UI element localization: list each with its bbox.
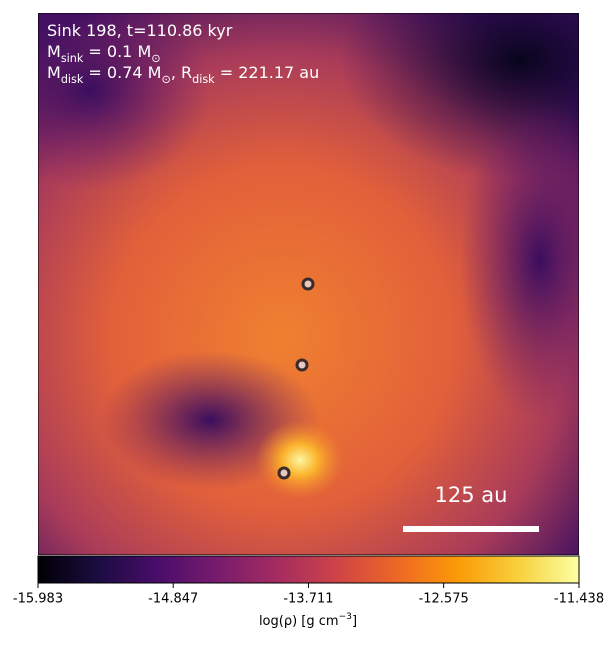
scale-label: 125 au (435, 483, 508, 507)
text-part: M (47, 63, 61, 82)
text-part: ⊙ (161, 73, 170, 86)
colorbar-tick-label: -11.438 (554, 592, 604, 607)
text-part: = 221.17 au (215, 63, 320, 82)
annotation: Msink = 0.1 M⊙ (47, 42, 161, 65)
text-part: disk (192, 73, 215, 86)
annotation: Mdisk = 0.74 M⊙, Rdisk = 221.17 au (47, 63, 319, 86)
text-part: −3 (339, 612, 353, 622)
colorbar (37, 555, 580, 584)
text-part: = 0.74 M (83, 63, 161, 82)
colorbar-tick-label: -14.847 (148, 592, 198, 607)
density-map (38, 13, 579, 555)
text-part: disk (61, 73, 84, 86)
text-part: ⊙ (151, 52, 160, 65)
sink-particles (277, 277, 315, 480)
colorbar-label: log(ρ) [g cm−3] (259, 612, 357, 629)
text-part: Sink 198, t=110.86 kyr (47, 21, 233, 40)
sink (277, 466, 291, 480)
sink (301, 277, 315, 291)
colorbar-tick-label: -15.983 (13, 592, 63, 607)
colorbar-tick-label: -12.575 (419, 592, 469, 607)
scale-bar (403, 526, 539, 532)
text-part: sink (61, 52, 84, 65)
colorbar-tick-label: -13.711 (283, 592, 333, 607)
text-part: ] (352, 614, 357, 629)
text-part: = 0.1 M (83, 42, 151, 61)
text-part: M (47, 42, 61, 61)
annotation: Sink 198, t=110.86 kyr (47, 21, 233, 40)
text-part: log(ρ) [g cm (259, 614, 339, 629)
text-part: , R (171, 63, 192, 82)
sink (295, 358, 309, 372)
